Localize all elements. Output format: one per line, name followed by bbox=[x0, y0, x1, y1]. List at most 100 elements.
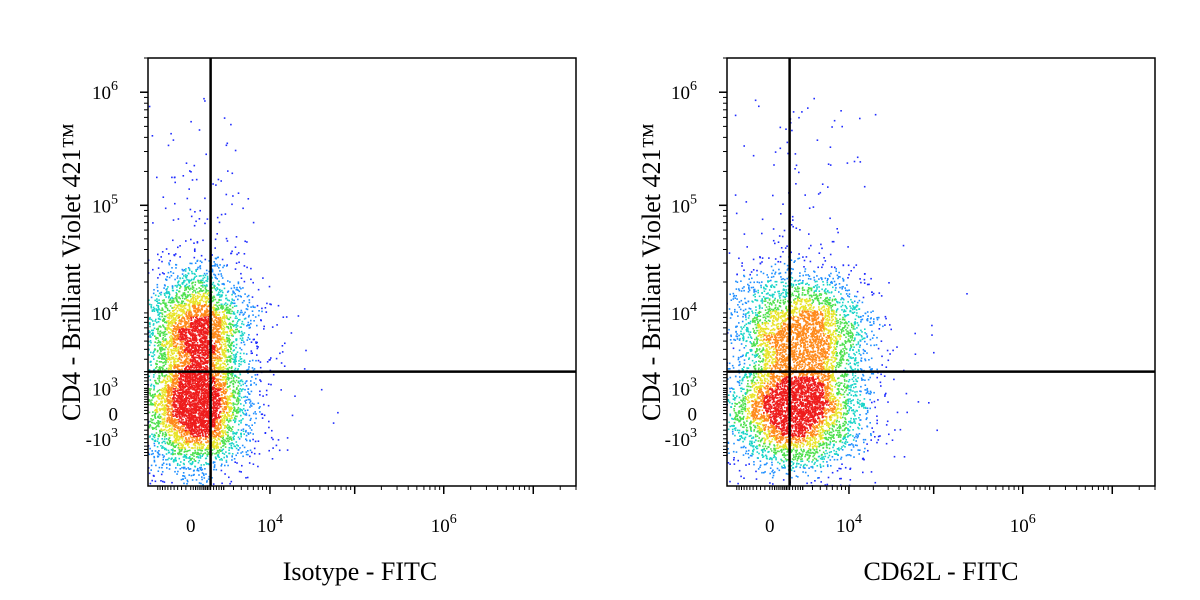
event-point bbox=[164, 207, 167, 210]
event-point bbox=[222, 322, 225, 324]
event-point bbox=[192, 294, 195, 296]
event-point bbox=[221, 341, 224, 344]
event-point bbox=[216, 383, 219, 386]
event-point bbox=[190, 319, 192, 321]
event-point bbox=[159, 415, 162, 418]
event-point bbox=[185, 432, 188, 435]
event-point bbox=[259, 379, 261, 381]
event-point bbox=[213, 440, 215, 443]
event-point bbox=[250, 306, 252, 308]
event-point bbox=[198, 474, 200, 476]
event-point bbox=[182, 374, 185, 377]
event-point bbox=[83, 439, 85, 441]
event-point bbox=[202, 443, 204, 446]
event-point bbox=[226, 339, 229, 342]
event-point bbox=[197, 449, 199, 451]
event-point bbox=[177, 283, 180, 286]
event-point bbox=[180, 355, 183, 357]
event-point bbox=[202, 453, 205, 455]
event-point bbox=[189, 349, 192, 352]
event-point bbox=[151, 450, 153, 452]
event-point bbox=[164, 388, 166, 391]
event-point bbox=[234, 397, 236, 399]
event-point bbox=[156, 309, 159, 311]
event-point bbox=[219, 383, 222, 385]
event-point bbox=[221, 338, 224, 341]
event-point bbox=[229, 308, 232, 311]
event-point bbox=[202, 516, 204, 518]
event-point bbox=[337, 411, 339, 414]
event-point bbox=[173, 363, 175, 365]
event-point bbox=[179, 297, 181, 300]
event-point bbox=[202, 368, 205, 371]
event-point bbox=[215, 458, 217, 460]
event-point bbox=[189, 354, 192, 356]
event-point bbox=[213, 295, 215, 298]
event-point bbox=[155, 400, 158, 403]
event-point bbox=[225, 237, 228, 240]
event-point bbox=[163, 364, 165, 367]
event-point bbox=[215, 333, 217, 335]
event-point bbox=[205, 437, 207, 440]
event-point bbox=[170, 386, 172, 388]
event-point bbox=[156, 406, 158, 409]
event-point bbox=[124, 390, 126, 392]
event-point bbox=[172, 357, 174, 360]
event-point bbox=[212, 299, 215, 301]
event-point bbox=[181, 430, 184, 433]
event-point bbox=[172, 317, 175, 319]
event-point bbox=[216, 439, 218, 442]
event-point bbox=[184, 325, 187, 328]
event-point bbox=[180, 361, 183, 364]
event-point bbox=[221, 394, 223, 396]
event-point bbox=[162, 409, 165, 411]
event-point bbox=[232, 436, 234, 439]
event-point bbox=[162, 352, 165, 355]
event-point bbox=[160, 416, 163, 419]
event-point bbox=[184, 327, 187, 329]
event-point bbox=[174, 428, 177, 431]
event-point bbox=[206, 277, 209, 279]
event-point bbox=[202, 353, 205, 355]
event-point bbox=[153, 403, 155, 406]
event-point bbox=[192, 470, 195, 472]
event-point bbox=[162, 394, 164, 396]
event-point bbox=[175, 334, 178, 337]
event-point bbox=[206, 481, 208, 483]
event-point bbox=[173, 367, 176, 370]
event-point bbox=[207, 354, 209, 357]
event-point bbox=[203, 325, 205, 327]
event-point bbox=[170, 366, 172, 368]
event-point bbox=[161, 413, 164, 415]
event-point bbox=[182, 328, 185, 330]
event-point bbox=[164, 369, 166, 371]
event-point bbox=[152, 435, 155, 438]
event-point bbox=[233, 417, 236, 419]
event-point bbox=[211, 268, 213, 270]
event-point bbox=[259, 390, 261, 393]
event-point bbox=[139, 469, 141, 471]
event-point bbox=[159, 369, 162, 372]
event-point bbox=[214, 414, 217, 416]
event-point bbox=[163, 343, 166, 346]
event-point bbox=[184, 349, 186, 352]
event-point bbox=[188, 352, 191, 355]
event-point bbox=[217, 308, 220, 310]
event-point bbox=[173, 425, 176, 427]
event-point bbox=[213, 431, 216, 433]
event-point bbox=[163, 353, 166, 356]
event-point bbox=[230, 332, 232, 334]
event-point bbox=[138, 394, 140, 396]
event-point bbox=[235, 346, 237, 349]
event-point bbox=[178, 452, 180, 455]
event-point bbox=[188, 314, 190, 316]
event-point bbox=[157, 389, 160, 392]
event-point bbox=[225, 407, 227, 409]
event-point bbox=[203, 97, 205, 100]
event-point bbox=[185, 441, 187, 443]
event-point bbox=[155, 464, 157, 467]
event-point bbox=[198, 317, 201, 320]
event-point bbox=[233, 394, 235, 397]
event-point bbox=[154, 395, 157, 397]
event-point bbox=[168, 468, 171, 470]
